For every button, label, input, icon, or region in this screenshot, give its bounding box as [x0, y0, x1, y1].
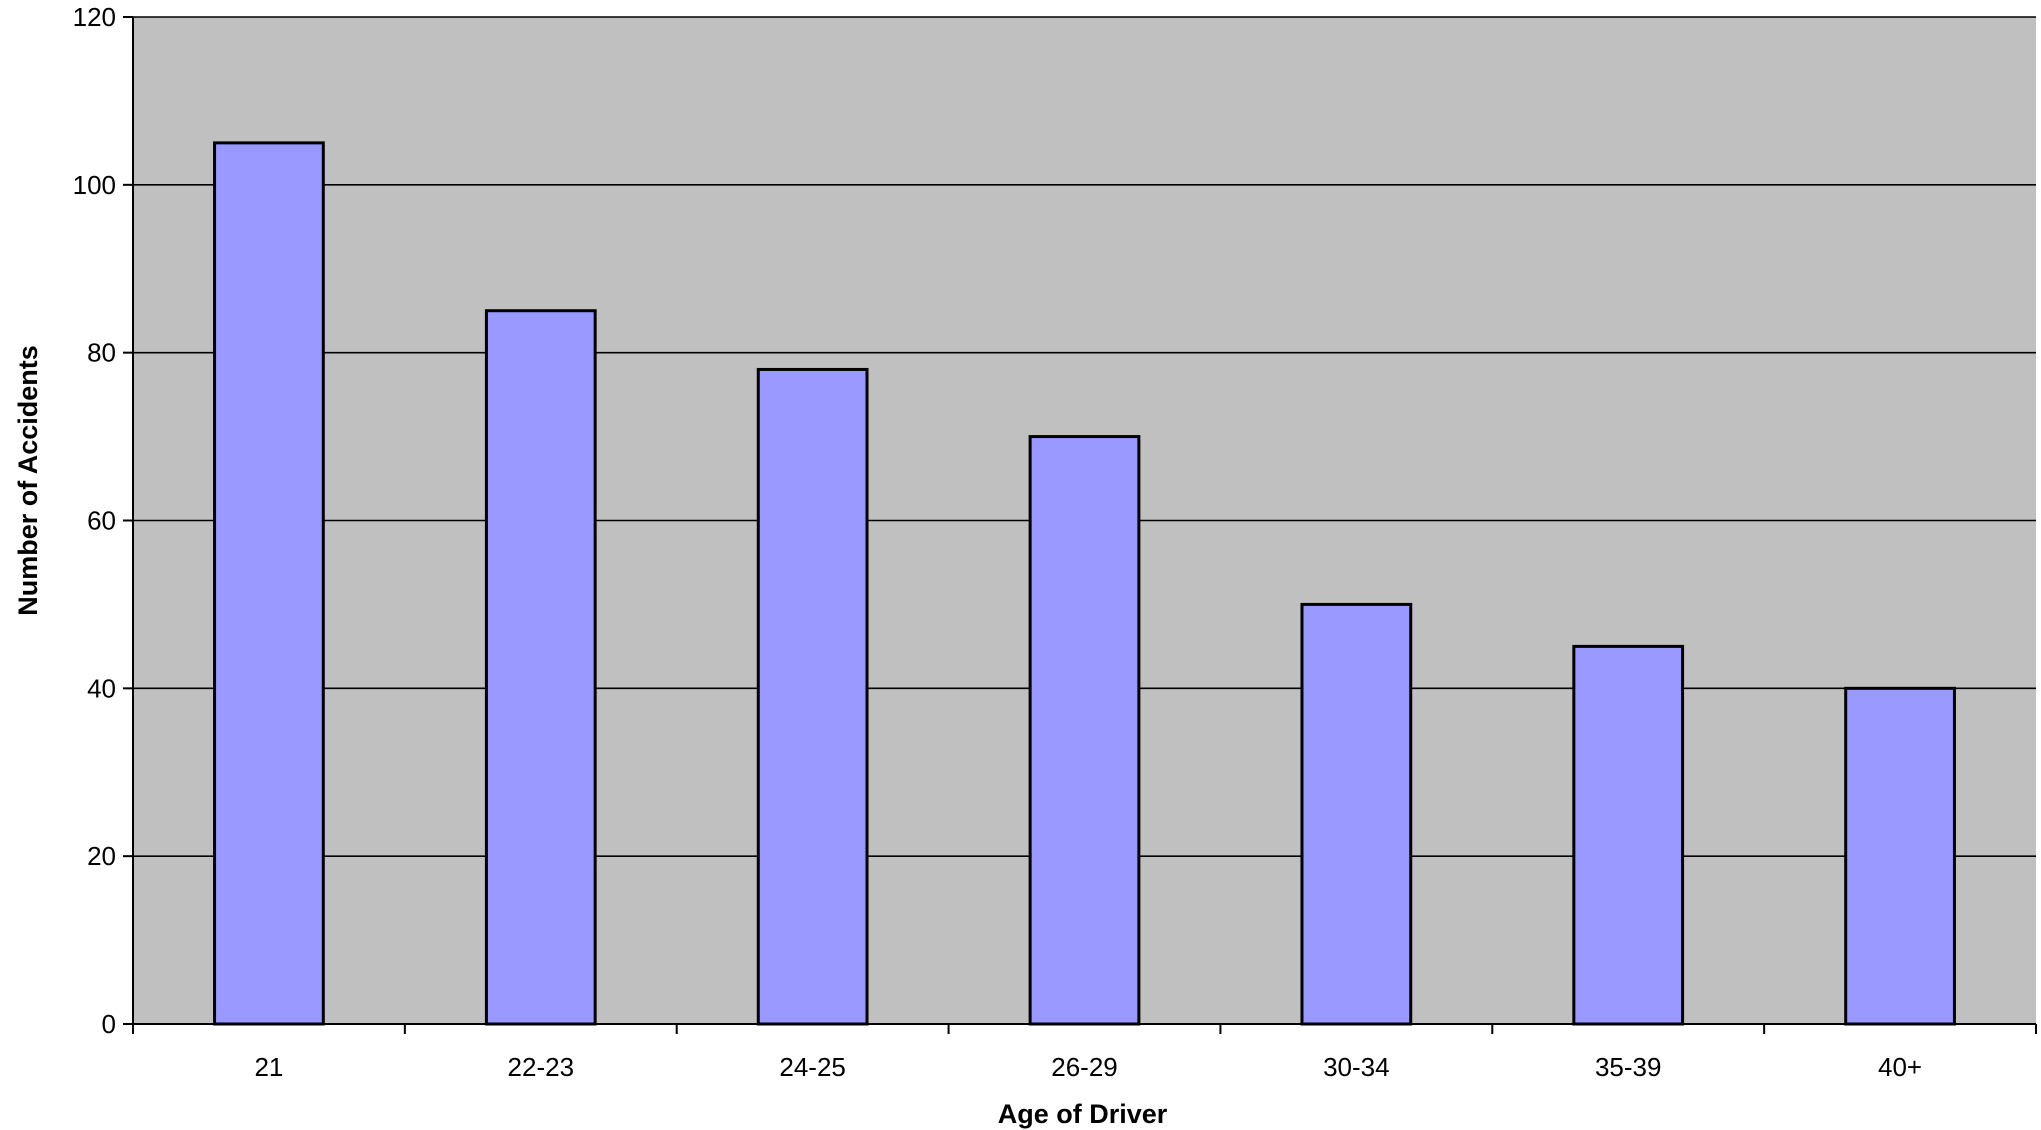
bar-40+: [1844, 686, 1956, 1026]
bar-26-29: [1028, 435, 1141, 1026]
y-tick-label: 120: [73, 2, 116, 32]
y-axis-title: Number of Accidents: [13, 345, 43, 616]
y-tick-label: 80: [87, 338, 116, 368]
x-tick-label: 26-29: [1051, 1052, 1118, 1082]
y-tick-label: 100: [73, 170, 116, 200]
y-tick-label: 60: [87, 506, 116, 536]
x-tick-label: 30-34: [1323, 1052, 1390, 1082]
axes: [123, 16, 2037, 1034]
x-tick-label: 22-23: [508, 1052, 575, 1082]
bar-24-25: [756, 367, 869, 1026]
bars: [213, 141, 1956, 1026]
bar-21: [213, 141, 325, 1026]
x-tick-label: 35-39: [1595, 1052, 1662, 1082]
y-tick-label: 0: [102, 1009, 116, 1039]
x-tick-labels: 21 22-23 24-25 26-29 30-34 35-39 40+: [254, 1052, 1922, 1082]
y-tick-label: 40: [87, 673, 116, 703]
x-tick-label: 24-25: [779, 1052, 846, 1082]
bar-30-34: [1300, 602, 1413, 1026]
y-tick-label: 20: [87, 841, 116, 871]
bar-35-39: [1572, 644, 1685, 1026]
x-tick-label: 40+: [1878, 1052, 1922, 1082]
bar-22-23: [484, 309, 597, 1026]
x-tick-label: 21: [254, 1052, 283, 1082]
x-axis-title: Age of Driver: [998, 1099, 1168, 1129]
y-tick-labels: 0 20 40 60 80 100 120: [73, 2, 116, 1039]
